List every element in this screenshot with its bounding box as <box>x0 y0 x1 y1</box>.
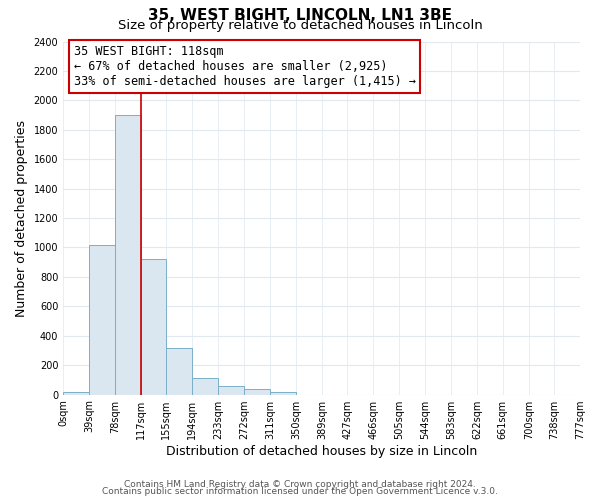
Bar <box>244 390 270 394</box>
Text: 35 WEST BIGHT: 118sqm
← 67% of detached houses are smaller (2,925)
33% of semi-d: 35 WEST BIGHT: 118sqm ← 67% of detached … <box>74 45 416 88</box>
Text: Contains HM Land Registry data © Crown copyright and database right 2024.: Contains HM Land Registry data © Crown c… <box>124 480 476 489</box>
Bar <box>115 115 141 394</box>
Bar <box>166 348 192 395</box>
Bar <box>63 392 89 394</box>
Text: 35, WEST BIGHT, LINCOLN, LN1 3BE: 35, WEST BIGHT, LINCOLN, LN1 3BE <box>148 8 452 22</box>
X-axis label: Distribution of detached houses by size in Lincoln: Distribution of detached houses by size … <box>166 444 477 458</box>
Bar <box>192 378 218 394</box>
Text: Contains public sector information licensed under the Open Government Licence v.: Contains public sector information licen… <box>102 488 498 496</box>
Bar <box>141 259 166 394</box>
Bar <box>218 386 244 394</box>
Bar <box>270 392 296 394</box>
Y-axis label: Number of detached properties: Number of detached properties <box>15 120 28 316</box>
Text: Size of property relative to detached houses in Lincoln: Size of property relative to detached ho… <box>118 18 482 32</box>
Bar <box>89 244 115 394</box>
